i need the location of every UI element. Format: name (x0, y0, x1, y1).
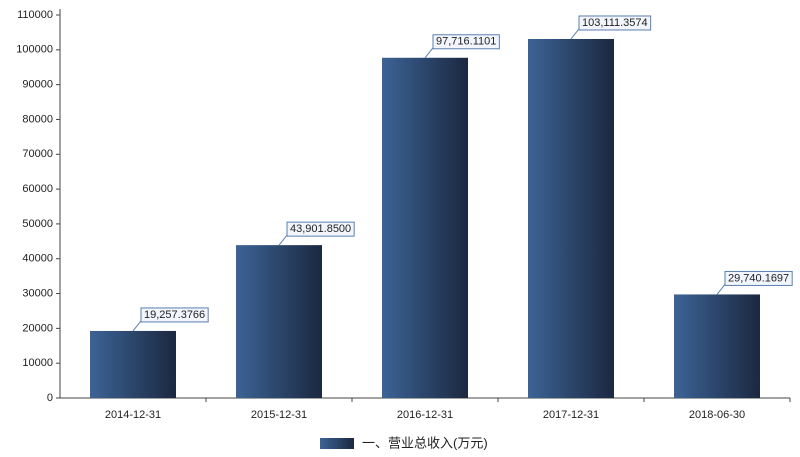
bar (674, 294, 760, 398)
y-tick-label: 80000 (22, 113, 53, 125)
y-tick-label: 20000 (22, 322, 53, 334)
y-tick-label: 110000 (17, 9, 53, 21)
value-label-box (286, 221, 355, 237)
label-leader (716, 284, 726, 295)
label-leader (132, 320, 142, 332)
value-label-box (578, 15, 652, 31)
legend-label: 一、营业总收入(万元) (362, 435, 488, 450)
legend-swatch (320, 438, 354, 449)
x-tick-label: 2015-12-31 (251, 409, 307, 421)
x-tick-label: 2017-12-31 (543, 409, 599, 421)
bar (528, 38, 614, 399)
label-leader (278, 234, 288, 246)
y-tick-label: 100000 (16, 44, 53, 56)
x-tick-label: 2016-12-31 (397, 409, 453, 421)
bar (90, 330, 176, 398)
y-tick-label: 70000 (22, 148, 53, 160)
value-label-box (724, 270, 793, 286)
value-label-box (432, 34, 500, 50)
y-tick-label: 30000 (22, 287, 53, 299)
bar (382, 57, 468, 399)
y-tick-label: 50000 (22, 218, 53, 230)
y-tick-label: 10000 (22, 357, 53, 369)
y-tick-label: 0 (47, 392, 53, 404)
value-label: 43,901.8500 (290, 223, 351, 235)
label-leader (424, 47, 434, 59)
value-label: 29,740.1697 (728, 272, 789, 284)
y-tick-label: 40000 (22, 253, 53, 265)
value-label: 97,716.1101 (436, 36, 496, 48)
y-tick-label: 90000 (22, 79, 53, 91)
x-tick-label: 2018-06-30 (689, 409, 745, 421)
value-label: 103,111.3574 (582, 17, 648, 29)
value-label-box (140, 307, 209, 323)
label-leader (570, 28, 580, 40)
y-tick-label: 60000 (22, 183, 53, 195)
x-tick-label: 2014-12-31 (105, 409, 161, 421)
bar (236, 245, 322, 398)
value-label: 19,257.3766 (144, 309, 205, 321)
